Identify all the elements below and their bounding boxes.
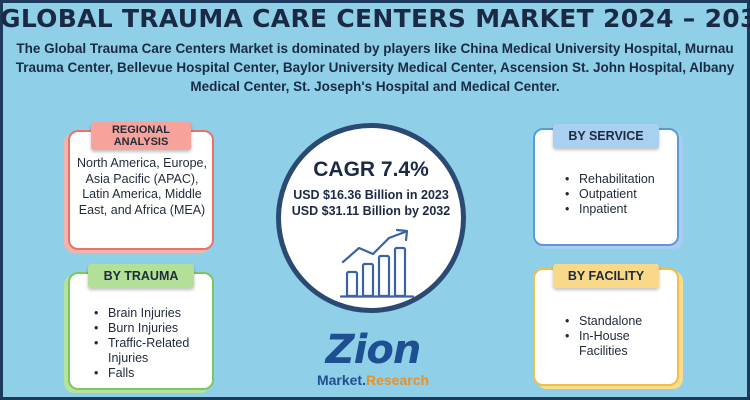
by-facility-label: BY FACILITY <box>553 264 659 288</box>
list-item: Outpatient <box>565 187 679 202</box>
page-subtitle: The Global Trauma Care Centers Market is… <box>15 41 735 94</box>
list-item: Burn Injuries <box>94 321 212 336</box>
list-item: Inpatient <box>565 202 679 217</box>
cagr-circle: CAGR 7.4% USD $16.36 Billion in 2023 USD… <box>276 123 466 313</box>
by-trauma-card: BY TRAUMA Brain Injuries Burn Injuries T… <box>68 264 214 390</box>
regional-analysis-card: REGIONAL ANALYSIS North America, Europe,… <box>68 122 214 250</box>
page-title: GLOBAL TRAUMA CARE CENTERS MARKET 2024 –… <box>0 4 750 33</box>
by-service-label: BY SERVICE <box>553 124 659 148</box>
zion-logo: Zion Market.Research <box>300 328 446 394</box>
logo-sub-market: Market <box>316 372 363 388</box>
list-item: Traffic-Related Injuries <box>94 336 212 366</box>
list-item: Rehabilitation <box>565 172 679 187</box>
market-value-2023: USD $16.36 Billion in 2023 <box>293 188 449 202</box>
by-service-card: BY SERVICE Rehabilitation Outpatient Inp… <box>533 124 679 246</box>
logo-subtitle: Market.Research <box>316 372 430 388</box>
list-item: In-House Facilities <box>565 329 679 359</box>
list-item: Standalone <box>565 314 679 329</box>
by-trauma-label: BY TRAUMA <box>88 264 194 288</box>
trauma-list: Brain Injuries Burn Injuries Traffic-Rel… <box>94 306 212 381</box>
list-item: Falls <box>94 366 212 381</box>
service-list: Rehabilitation Outpatient Inpatient <box>565 172 679 217</box>
logo-wordmark: Zion <box>325 327 422 373</box>
regional-analysis-text: North America, Europe, Asia Pacific (APA… <box>77 156 207 217</box>
regional-analysis-label: REGIONAL ANALYSIS <box>91 122 191 150</box>
facility-list: Standalone In-House Facilities <box>565 314 679 359</box>
growth-chart-icon <box>339 228 415 298</box>
logo-sub-research: Research <box>365 372 430 388</box>
market-value-2032: USD $31.11 Billion by 2032 <box>291 204 451 218</box>
list-item: Brain Injuries <box>94 306 212 321</box>
by-facility-card: BY FACILITY Standalone In-House Faciliti… <box>533 264 679 386</box>
cagr-value: CAGR 7.4% <box>313 158 429 181</box>
